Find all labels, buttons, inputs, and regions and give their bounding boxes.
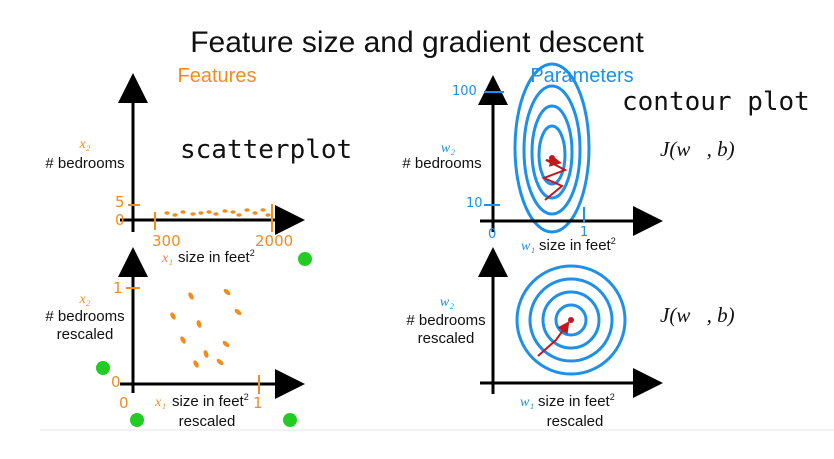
data-point bbox=[196, 320, 202, 328]
data-point bbox=[193, 360, 199, 368]
y-axis-label: # bedrooms bbox=[402, 155, 481, 172]
x-variable: w₁ bbox=[520, 395, 534, 410]
data-point bbox=[223, 288, 231, 296]
y-tick-0: 0 bbox=[111, 373, 121, 391]
green-dot bbox=[130, 413, 144, 427]
y-tick-0: 0 bbox=[115, 211, 125, 229]
data-point bbox=[234, 308, 242, 316]
contour-ring bbox=[554, 303, 588, 337]
data-point bbox=[198, 211, 204, 215]
y-tick-100: 100 bbox=[452, 84, 477, 99]
contour-circles bbox=[515, 264, 627, 376]
x-tick-0: 0 bbox=[119, 394, 129, 412]
data-point bbox=[164, 211, 170, 215]
x-axis-label-rescaled: rescaled bbox=[547, 413, 604, 430]
y-variable: w₂ bbox=[441, 141, 455, 156]
y-axis-label: # bedrooms bbox=[45, 155, 124, 172]
minimum-point bbox=[549, 155, 555, 161]
contour-ring bbox=[528, 277, 614, 363]
y-variable: w₂ bbox=[440, 295, 454, 310]
x-axis-label: size in feet2 bbox=[539, 236, 616, 254]
data-point bbox=[260, 208, 266, 212]
x-variable: x₁ bbox=[154, 395, 166, 410]
contour-ring bbox=[513, 62, 591, 234]
top-right-panel: w₂ # bedrooms 100 10 0 1 w₁ size in feet… bbox=[402, 62, 735, 254]
x-tick-1: 1 bbox=[580, 225, 588, 240]
x-tick-1: 1 bbox=[253, 394, 263, 412]
data-point bbox=[216, 358, 224, 366]
data-point bbox=[180, 336, 186, 344]
y-axis-label: # bedrooms bbox=[45, 308, 124, 325]
data-point bbox=[222, 209, 228, 213]
cost-function-label: J(w⃗, b) bbox=[660, 303, 735, 327]
contour-ring bbox=[537, 124, 567, 186]
contour-ring bbox=[541, 290, 601, 350]
x-axis-label-rescaled: rescaled bbox=[179, 413, 236, 430]
x-tick-300: 300 bbox=[152, 232, 181, 250]
x-tick-0: 0 bbox=[488, 227, 496, 242]
data-point bbox=[265, 213, 271, 217]
y-tick-5: 5 bbox=[115, 193, 125, 211]
scatterplot-annotation: scatterplot bbox=[180, 135, 352, 165]
data-point bbox=[213, 212, 219, 216]
data-point bbox=[172, 213, 178, 217]
green-dot bbox=[283, 413, 297, 427]
contour-ring bbox=[522, 84, 582, 216]
parameters-heading: Parameters bbox=[530, 65, 633, 87]
data-point bbox=[230, 210, 236, 214]
x-variable: w₁ bbox=[521, 239, 535, 254]
y-variable: x₂ bbox=[78, 137, 90, 152]
data-point bbox=[206, 210, 212, 214]
y-axis-label-rescaled: rescaled bbox=[57, 326, 114, 343]
data-point bbox=[203, 350, 209, 358]
green-dot bbox=[298, 252, 312, 266]
data-points bbox=[170, 288, 242, 368]
x-axis-label: size in feet2 bbox=[178, 248, 255, 266]
data-point bbox=[236, 213, 242, 217]
contour-plot-annotation: contour plot bbox=[622, 87, 810, 117]
data-point bbox=[190, 212, 196, 216]
contour-ring bbox=[530, 104, 574, 200]
green-dot bbox=[96, 361, 110, 375]
data-point bbox=[180, 210, 186, 214]
data-point bbox=[170, 312, 176, 320]
x-variable: x₁ bbox=[161, 251, 173, 266]
x-tick-2000: 2000 bbox=[255, 232, 293, 250]
slide-title: Feature size and gradient descent bbox=[190, 26, 644, 59]
y-axis-label-rescaled: rescaled bbox=[418, 330, 475, 347]
minimum-point bbox=[568, 317, 574, 323]
data-point bbox=[244, 208, 250, 212]
data-points bbox=[164, 208, 271, 217]
contour-ring bbox=[515, 264, 627, 376]
data-point bbox=[222, 340, 230, 348]
gradient-descent-path bbox=[541, 154, 568, 201]
x-axis-label: size in feet2 bbox=[538, 392, 615, 410]
cost-function-label: J(w⃗, b) bbox=[660, 137, 735, 161]
x-axis-label: size in feet2 bbox=[172, 392, 249, 410]
top-left-panel: x₂ # bedrooms 5 0 300 2000 x₁ size in fe… bbox=[45, 73, 312, 266]
y-tick-1: 1 bbox=[113, 279, 123, 297]
data-point bbox=[188, 292, 194, 300]
features-heading: Features bbox=[178, 65, 257, 87]
bottom-right-panel: w₂ # bedrooms rescaled w₁ size in feet2 … bbox=[406, 247, 735, 430]
y-axis-label: # bedrooms bbox=[406, 312, 485, 329]
y-variable: x₂ bbox=[78, 292, 90, 307]
data-point bbox=[252, 211, 258, 215]
gradient-descent-path bbox=[537, 321, 570, 357]
y-tick-10: 10 bbox=[466, 196, 483, 211]
contour-ellipses bbox=[513, 62, 591, 234]
bottom-left-panel: x₂ # bedrooms rescaled 1 0 0 1 x₁ size i… bbox=[45, 247, 305, 430]
